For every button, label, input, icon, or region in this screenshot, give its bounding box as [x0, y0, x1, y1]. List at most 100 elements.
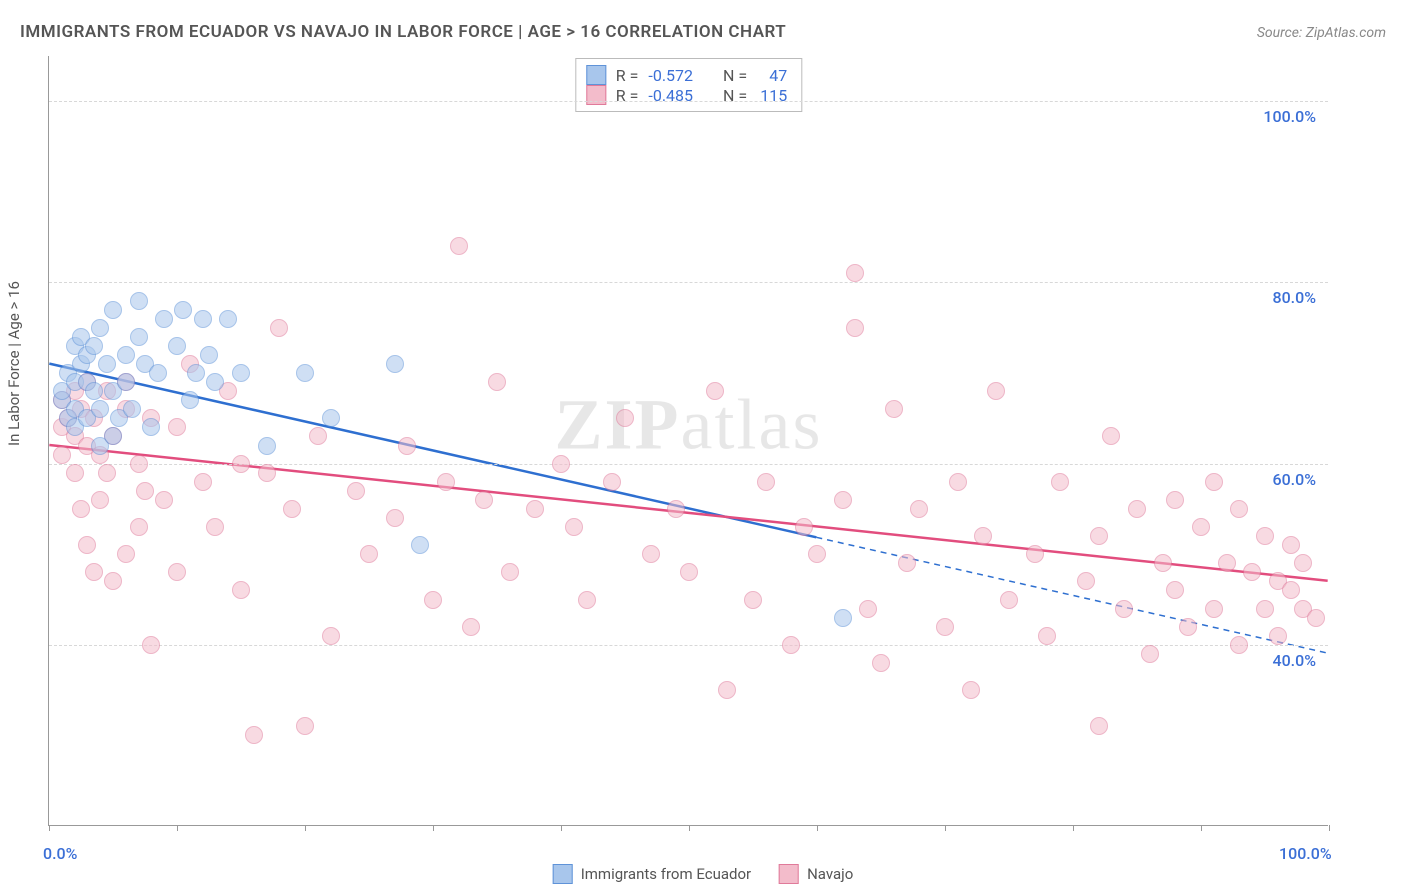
gridline — [49, 101, 1328, 102]
data-point — [142, 418, 160, 436]
data-point — [142, 636, 160, 654]
data-point — [1282, 536, 1300, 554]
y-axis-label: In Labor Force | Age > 16 — [5, 281, 23, 446]
legend-item-navajo: Navajo — [779, 864, 853, 884]
data-point — [232, 364, 250, 382]
data-point — [808, 545, 826, 563]
source-attribution: Source: ZipAtlas.com — [1257, 25, 1386, 41]
data-point — [1294, 554, 1312, 572]
x-tick — [561, 825, 562, 831]
data-point — [475, 491, 493, 509]
data-point — [450, 237, 468, 255]
x-tick — [1201, 825, 1202, 831]
data-point — [757, 473, 775, 491]
data-point — [859, 600, 877, 618]
n-value-ecuador: 47 — [757, 66, 787, 85]
data-point — [130, 455, 148, 473]
data-point — [104, 301, 122, 319]
data-point — [91, 491, 109, 509]
data-point — [744, 591, 762, 609]
data-point — [1141, 645, 1159, 663]
data-point — [706, 382, 724, 400]
data-point — [155, 491, 173, 509]
data-point — [1000, 591, 1018, 609]
data-point — [194, 310, 212, 328]
data-point — [232, 455, 250, 473]
data-point — [296, 364, 314, 382]
x-tick — [177, 825, 178, 831]
data-point — [411, 536, 429, 554]
data-point — [565, 518, 583, 536]
data-point — [1230, 500, 1248, 518]
data-point — [603, 473, 621, 491]
data-point — [1205, 473, 1223, 491]
data-point — [53, 446, 71, 464]
data-point — [245, 726, 263, 744]
data-point — [72, 500, 90, 518]
data-point — [258, 437, 276, 455]
data-point — [1166, 491, 1184, 509]
data-point — [1230, 636, 1248, 654]
data-point — [1115, 600, 1133, 618]
data-point — [1026, 545, 1044, 563]
x-tick — [1073, 825, 1074, 831]
data-point — [91, 319, 109, 337]
data-point — [155, 310, 173, 328]
data-point — [898, 554, 916, 572]
data-point — [206, 518, 224, 536]
data-point — [232, 581, 250, 599]
data-point — [501, 563, 519, 581]
data-point — [1269, 627, 1287, 645]
x-tick — [49, 825, 50, 831]
legend-label-ecuador: Immigrants from Ecuador — [581, 865, 751, 883]
data-point — [85, 382, 103, 400]
data-point — [834, 609, 852, 627]
data-point — [283, 500, 301, 518]
data-point — [174, 301, 192, 319]
data-point — [309, 427, 327, 445]
data-point — [98, 355, 116, 373]
data-point — [347, 482, 365, 500]
data-point — [1154, 554, 1172, 572]
data-point — [270, 319, 288, 337]
r-value-ecuador: -0.572 — [648, 66, 693, 85]
swatch-ecuador — [586, 65, 606, 85]
data-point — [1282, 581, 1300, 599]
data-point — [117, 346, 135, 364]
data-point — [1090, 717, 1108, 735]
x-tick — [305, 825, 306, 831]
data-point — [1307, 609, 1325, 627]
data-point — [987, 382, 1005, 400]
gridline — [49, 645, 1328, 646]
data-point — [360, 545, 378, 563]
data-point — [1243, 563, 1261, 581]
data-point — [962, 681, 980, 699]
data-point — [949, 473, 967, 491]
data-point — [206, 373, 224, 391]
legend-label-navajo: Navajo — [807, 865, 853, 883]
data-point — [322, 627, 340, 645]
data-point — [1179, 618, 1197, 636]
data-point — [1038, 627, 1056, 645]
x-tick — [689, 825, 690, 831]
data-point — [194, 473, 212, 491]
data-point — [1205, 600, 1223, 618]
data-point — [386, 355, 404, 373]
data-point — [168, 563, 186, 581]
data-point — [846, 264, 864, 282]
data-point — [91, 400, 109, 418]
data-point — [104, 572, 122, 590]
data-point — [616, 409, 634, 427]
correlation-row-ecuador: R = -0.572 N = 47 — [586, 65, 787, 85]
watermark: ZIPatlas — [555, 384, 823, 467]
data-point — [181, 391, 199, 409]
data-point — [936, 618, 954, 636]
gridline — [49, 282, 1328, 283]
y-tick-label: 80.0% — [1272, 288, 1316, 307]
data-point — [123, 400, 141, 418]
y-tick-label: 60.0% — [1272, 470, 1316, 489]
legend-item-ecuador: Immigrants from Ecuador — [553, 864, 751, 884]
data-point — [78, 536, 96, 554]
x-tick-label: 0.0% — [43, 844, 77, 863]
data-point — [258, 464, 276, 482]
